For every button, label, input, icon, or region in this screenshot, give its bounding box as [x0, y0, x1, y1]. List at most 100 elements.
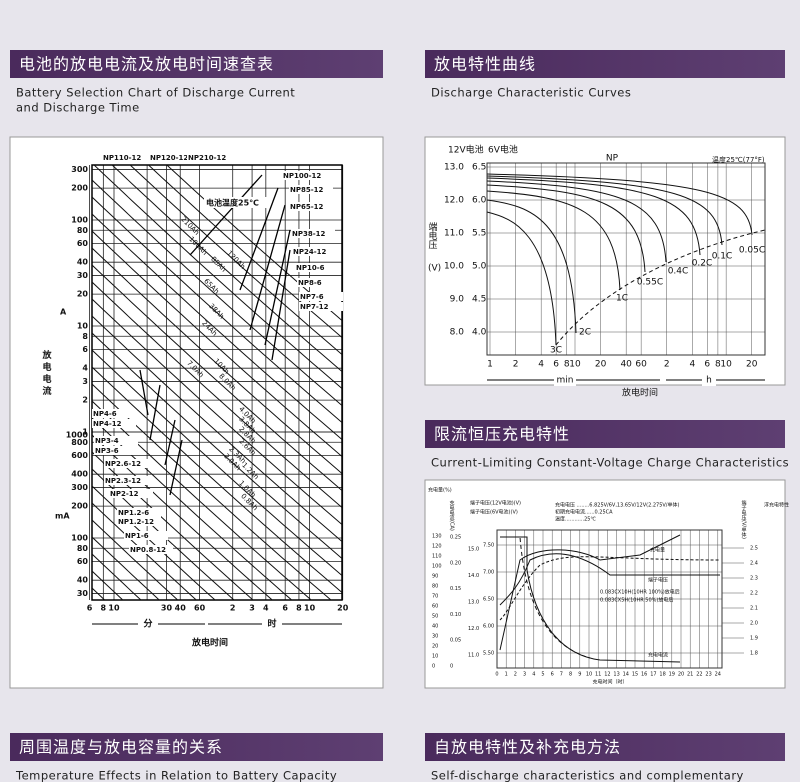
x-tick-label: 20 — [595, 360, 607, 370]
discharge-curve — [486, 173, 753, 236]
unit-label: 分 — [143, 618, 152, 630]
model-label: NP120-12 — [150, 154, 188, 162]
label-bg — [187, 153, 231, 162]
charge-amount-curve — [499, 534, 681, 651]
label-bg — [204, 197, 268, 208]
model-label: NP38-12 — [292, 230, 326, 238]
label-bg — [299, 292, 343, 301]
discharge-curve — [486, 199, 577, 334]
condition-text: 初期充电电流......0.25CA — [555, 509, 613, 516]
discharge-curve — [92, 298, 342, 525]
y-tick-label: 8.0 — [450, 328, 465, 338]
discharge-curve — [92, 434, 273, 600]
x-tick-label: 8 — [101, 604, 107, 613]
label-bg — [282, 171, 326, 180]
section-bar — [425, 420, 785, 448]
discharge-chart-box — [424, 136, 786, 386]
y-tick-label: 100 — [71, 216, 88, 225]
unit-label: min — [557, 376, 574, 386]
discharge-curve — [92, 196, 342, 423]
y-tick-label: 12.0 — [468, 626, 479, 632]
charge-chart-box — [424, 479, 786, 689]
x-tick-label: 18 — [659, 672, 665, 678]
y-tick-label: 11.0 — [444, 229, 464, 239]
x-tick-label: 40 — [175, 604, 187, 613]
label-bg — [289, 185, 333, 194]
curve-label: 0.4C — [668, 267, 689, 277]
discharge-curve — [92, 502, 198, 600]
x-tick-label: 1 — [487, 360, 493, 370]
y-tick-label: 7.00 — [483, 570, 494, 576]
x-tick-label: 2 — [230, 604, 236, 613]
y-tick-label: 15.0 — [468, 547, 479, 553]
x-axis-title: 放电时间 — [191, 637, 228, 649]
pointer-line — [139, 369, 149, 416]
x-tick-label: 24 — [715, 672, 721, 678]
model-label: NP0.8-12 — [130, 546, 166, 554]
x-tick-label: 12 — [604, 672, 610, 678]
label-bg — [291, 229, 335, 238]
model-label: NP7-6 — [300, 293, 324, 301]
section-bar — [10, 50, 383, 78]
y-tick-label: 6 — [82, 345, 88, 354]
label-bg — [554, 374, 576, 386]
discharge-curve — [92, 366, 342, 593]
y-tick-label: 60 — [77, 239, 89, 248]
label-bg — [295, 263, 339, 272]
x-tick-label: 20 — [337, 604, 349, 613]
x-tick-label: 1 — [505, 672, 508, 678]
y-tick-label: 1 — [82, 428, 88, 437]
x-tick-label: 21 — [687, 672, 693, 678]
x-tick-label: 15 — [632, 672, 638, 678]
axis-title: 充电电流(CA) — [449, 499, 455, 530]
x-tick-label: 3 — [249, 604, 255, 613]
pointer-line — [189, 174, 263, 256]
label-bg — [138, 617, 158, 631]
section-title: 周围温度与放电容量的关系 — [19, 738, 223, 757]
selection-chart-box — [9, 136, 384, 689]
legend-label: 6V电池 — [488, 144, 518, 156]
plot-frame — [91, 164, 343, 601]
y-tick-label: 0.10 — [450, 612, 461, 618]
x-tick-label: 6 — [704, 360, 710, 370]
unit-label: 时 — [267, 618, 276, 630]
x-tick-label: 14 — [623, 672, 629, 678]
sections: 电池的放电电流及放电时间速查表 Battery Selection Chart o… — [10, 50, 789, 782]
section-title: 自放电特性及补充电方法 — [434, 738, 621, 757]
y-axis-unit: (V) — [428, 264, 441, 274]
y-tick-label: 6.0 — [472, 196, 487, 206]
y-tick-label: 11.0 — [468, 653, 479, 659]
discharge-curve — [486, 211, 557, 346]
unit-label: h — [706, 376, 712, 386]
discharge-curve — [92, 213, 342, 440]
current-curve — [500, 536, 681, 663]
y-tick-label: 0.20 — [450, 560, 461, 566]
x-tick-label: 4 — [538, 360, 544, 370]
condition-text: 充电电压 ........6.825V/6V,13.65V/12V(2.275V… — [555, 502, 679, 509]
y-tick-label: 70 — [432, 594, 438, 600]
y-tick-label: 2.3 — [750, 576, 758, 582]
y-tick-label: 20 — [77, 290, 89, 299]
model-label: NP100-12 — [283, 172, 321, 180]
y-tick-label: 6.00 — [483, 624, 494, 630]
y-tick-label: 5.5 — [472, 229, 486, 239]
y-tick-label: 12.0 — [444, 196, 464, 206]
label-bg — [149, 153, 193, 162]
y-tick-label: 4.0 — [472, 328, 487, 338]
y-tick-label: 5.0 — [472, 262, 487, 272]
label-bg — [129, 545, 173, 554]
temperature-note: 温度25℃(77°F) — [712, 155, 765, 164]
plot-frame — [496, 529, 723, 669]
x-tick-label: 8 — [569, 672, 572, 678]
section-subtitle: Current-Limiting Constant-Voltage Charge… — [431, 456, 789, 470]
y-tick-label: 40 — [432, 624, 438, 630]
y-tick-label: 30 — [77, 271, 89, 280]
x-tick-label: 7 — [560, 672, 563, 678]
x-tick-label: 10 — [108, 604, 120, 613]
y-tick-label: 10.0 — [444, 262, 464, 272]
discharge-curve — [147, 165, 342, 338]
curve-label: 0.1C — [712, 252, 733, 262]
unit-label: A — [60, 308, 67, 317]
y-tick-label: 2.0 — [750, 621, 758, 627]
